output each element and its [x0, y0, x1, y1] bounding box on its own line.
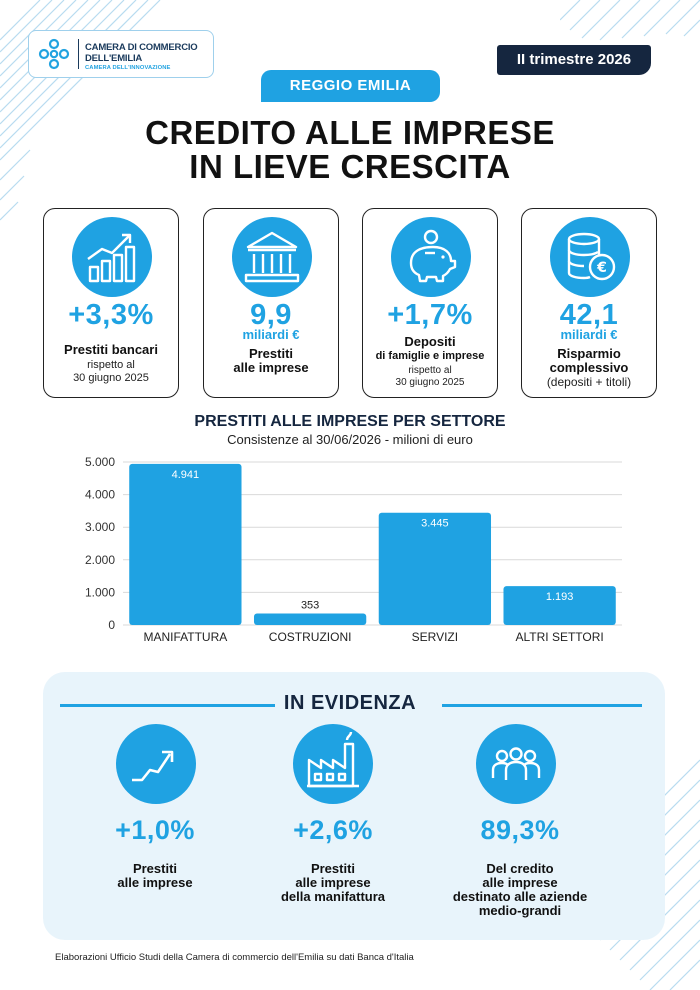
- logo-tagline: CAMERA DELL'INNOVAZIONE: [85, 65, 171, 71]
- evidenza-rule-left: [60, 704, 275, 707]
- bank-building-icon: [244, 231, 300, 283]
- kpi-label: Depositi: [404, 334, 456, 349]
- kpi-label: Risparmio: [557, 346, 621, 361]
- source-footnote: Elaborazioni Ufficio Studi della Camera …: [55, 952, 414, 963]
- city-badge: REGGIO EMILIA: [261, 70, 440, 102]
- logo-text-line1: CAMERA DI COMMERCIO: [85, 42, 198, 53]
- kpi-value: 9,9: [250, 299, 292, 331]
- logo-separator: [78, 39, 79, 69]
- x-category-label: COSTRUZIONI: [269, 630, 352, 644]
- quarter-badge: II trimestre 2026: [497, 45, 651, 75]
- svg-text:€: €: [596, 260, 607, 276]
- kpi-card-prestiti-imprese: 9,9 miliardi € Prestiti alle imprese: [203, 208, 339, 398]
- trend-up-arrow-icon: [132, 750, 174, 782]
- bar-chart-growth-icon: [87, 233, 136, 283]
- evidenza-text-line: medio-grandi: [478, 903, 562, 918]
- x-category-label: ALTRI SETTORI: [516, 630, 604, 644]
- y-tick-label: 5.000: [85, 455, 115, 469]
- evidenza-text: Prestiti alle imprese: [55, 862, 255, 890]
- piggy-bank-icon: [409, 229, 457, 283]
- kpi-card-depositi: +1,7% Depositi di famiglie e imprese ris…: [362, 208, 498, 398]
- kpi-label: di famiglie e imprese: [375, 350, 485, 362]
- chart-bar: [378, 512, 492, 625]
- camera-commercio-logo: CAMERA DI COMMERCIO DELL'EMILIA CAMERA D…: [28, 30, 214, 78]
- evidenza-text-line: Del credito: [486, 861, 554, 876]
- bar-value-label: 353: [301, 599, 319, 611]
- kpi-card-risparmio: € 42,1 miliardi € Risparmio complessivo …: [521, 208, 657, 398]
- x-category-label: SERVIZI: [412, 630, 458, 644]
- evidenza-icon-circle: [293, 724, 373, 804]
- evidenza-title: IN EVIDENZA: [283, 692, 417, 714]
- evidenza-rule-right: [442, 704, 642, 707]
- evidenza-text-line: della manifattura: [280, 889, 386, 904]
- logo-emblem-icon: [38, 38, 70, 70]
- y-tick-label: 3.000: [85, 520, 115, 534]
- y-tick-label: 0: [108, 618, 115, 632]
- evidenza-text-line: alle imprese: [295, 875, 371, 890]
- page-title-line1: CREDITO ALLE IMPRESE: [145, 114, 555, 151]
- kpi-icon-circle: [232, 217, 312, 297]
- evidenza-text-line: alle imprese: [117, 875, 193, 890]
- evidenza-text-line: Prestiti: [132, 861, 178, 876]
- chart-bar: [253, 613, 367, 625]
- kpi-label: complessivo: [549, 360, 629, 375]
- evidenza-panel: [43, 672, 665, 940]
- evidenza-icon-circle: [476, 724, 556, 804]
- coin-stack-euro-icon: €: [567, 232, 616, 281]
- evidenza-text-line: destinato alle aziende: [452, 889, 588, 904]
- evidenza-value: 89,3%: [480, 815, 560, 845]
- chart-bar: [503, 586, 616, 625]
- y-tick-label: 4.000: [85, 488, 115, 502]
- kpi-unit: miliardi €: [242, 327, 300, 342]
- kpi-value: +1,7%: [387, 299, 473, 331]
- kpi-label: alle imprese: [233, 360, 309, 375]
- people-group-icon: [491, 747, 541, 780]
- kpi-note: rispetto al: [408, 365, 452, 376]
- factory-icon: [307, 731, 359, 788]
- kpi-unit: miliardi €: [560, 327, 618, 342]
- page-title-line2: IN LIEVE CRESCITA: [189, 148, 511, 185]
- evidenza-text: Del credito alle imprese destinato alle …: [420, 862, 620, 918]
- evidenza-value: +2,6%: [293, 815, 373, 845]
- kpi-label: Prestiti bancari: [64, 342, 158, 357]
- bar-value-label: 4.941: [172, 469, 200, 481]
- evidenza-text: Prestiti alle imprese della manifattura: [233, 862, 433, 904]
- kpi-note: rispetto al: [87, 359, 135, 371]
- kpi-label: Prestiti: [248, 346, 294, 361]
- y-tick-label: 2.000: [85, 553, 115, 567]
- logo-text-line2: DELL'EMILIA: [85, 53, 143, 64]
- chart-bar: [129, 463, 242, 625]
- kpi-icon-circle: [72, 217, 152, 297]
- evidenza-icon-circle: [116, 724, 196, 804]
- evidenza-value: +1,0%: [115, 815, 195, 845]
- x-category-label: MANIFATTURA: [143, 630, 227, 644]
- kpi-value: 42,1: [559, 299, 619, 331]
- kpi-note: 30 giugno 2025: [395, 377, 465, 388]
- kpi-card-prestiti-bancari: +3,3% Prestiti bancari rispetto al 30 gi…: [43, 208, 179, 398]
- kpi-icon-circle: [391, 217, 471, 297]
- chart-subtitle: Consistenze al 30/06/2026 - milioni di e…: [227, 432, 473, 447]
- kpi-note: 30 giugno 2025: [73, 372, 149, 384]
- bar-value-label: 3.445: [421, 518, 449, 530]
- sector-loans-bar-chart: 0 1.000 2.000 3.000 4.000 5.000 4.941 MANIFATTU…: [85, 455, 622, 644]
- kpi-value: +3,3%: [68, 299, 154, 331]
- chart-title: PRESTITI ALLE IMPRESE PER SETTORE: [194, 413, 506, 430]
- kpi-icon-circle: €: [550, 217, 630, 297]
- kpi-note: (depositi + titoli): [546, 375, 632, 389]
- bar-value-label: 1.193: [546, 591, 574, 603]
- y-tick-label: 1.000: [85, 585, 115, 599]
- evidenza-text-line: alle imprese: [482, 875, 558, 890]
- evidenza-text-line: Prestiti: [310, 861, 356, 876]
